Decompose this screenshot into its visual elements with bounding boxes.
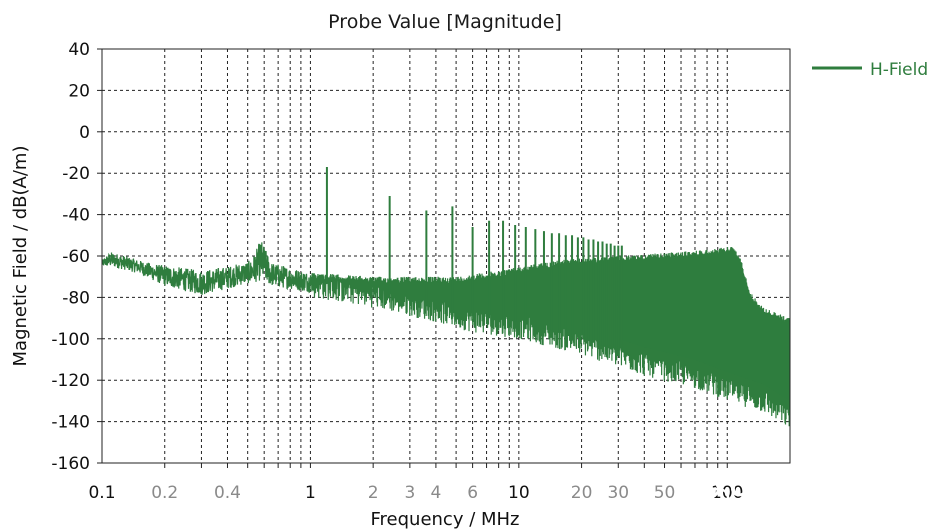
series-h-field-band (618, 249, 790, 401)
watermark-text: CST仿真专家之路 (730, 477, 894, 501)
x-tick-label: 0.1 (88, 483, 115, 503)
x-tick-label: 50 (654, 483, 676, 503)
x-tick-label: 0.2 (151, 483, 178, 503)
x-tick-label: 30 (607, 483, 629, 503)
y-tick-label: 0 (79, 123, 90, 143)
x-tick-label: 2 (368, 483, 379, 503)
data-layer (102, 166, 790, 427)
x-tick-label: 3 (404, 483, 415, 503)
watermark: CST仿真专家之路 (692, 477, 894, 507)
y-tick-label: -140 (51, 413, 90, 433)
y-tick-label: -80 (62, 288, 90, 308)
y-tick-label: 20 (68, 81, 90, 101)
x-tick-label: 10 (508, 483, 530, 503)
x-tick-label: 1 (305, 483, 316, 503)
y-axis-label: Magnetic Field / dB(A/m) (10, 146, 31, 367)
chart-title: Probe Value [Magnitude] (328, 11, 562, 33)
y-tick-label: 40 (68, 40, 90, 60)
legend-label-h-field: H-Field (870, 60, 928, 80)
y-tick-label: -20 (62, 164, 90, 184)
y-tick-label: -120 (51, 371, 90, 391)
y-tick-label: -60 (62, 247, 90, 267)
x-tick-label: 4 (430, 483, 441, 503)
x-tick-label: 20 (571, 483, 593, 503)
x-tick-label: 6 (467, 483, 478, 503)
x-tick-label: 0.4 (214, 483, 241, 503)
x-axis-label: Frequency / MHz (370, 509, 519, 530)
y-tick-label: -100 (51, 330, 90, 350)
y-tick-label: -40 (62, 206, 90, 226)
wechat-icon (692, 477, 730, 507)
y-tick-label: -160 (51, 454, 90, 474)
legend[interactable]: H-Field (812, 60, 928, 80)
